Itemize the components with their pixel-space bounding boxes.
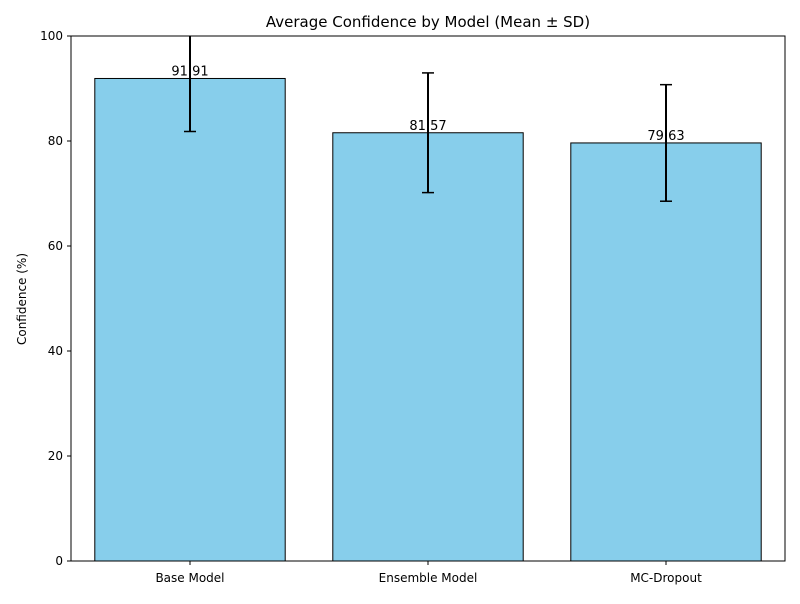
y-axis-ticks: 0 20 40 60 80 100	[40, 29, 71, 568]
bar	[332, 132, 524, 562]
chart-title: Average Confidence by Model (Mean ± SD)	[266, 13, 590, 31]
error-bars-layer	[184, 36, 672, 202]
y-tick-label: 20	[48, 449, 63, 463]
y-tick-label: 80	[48, 134, 63, 148]
y-tick-label: 0	[55, 554, 63, 568]
y-tick-label: 100	[40, 29, 63, 43]
bar-value-label: 81.57	[409, 119, 446, 134]
bar	[570, 142, 762, 562]
x-tick-label: MC-Dropout	[630, 571, 702, 585]
y-tick-label: 60	[48, 239, 63, 253]
bar-value-label: 79.63	[647, 129, 684, 144]
x-tick-label: Ensemble Model	[379, 571, 478, 585]
data-labels-layer: 91.91 81.57 79.63	[171, 64, 684, 143]
y-tick-label: 40	[48, 344, 63, 358]
x-tick-label: Base Model	[155, 571, 224, 585]
x-axis-ticks: Base Model Ensemble Model MC-Dropout	[155, 561, 702, 585]
y-axis-label: Confidence (%)	[15, 253, 29, 345]
bar-value-label: 91.91	[171, 64, 208, 79]
bar	[94, 77, 286, 562]
